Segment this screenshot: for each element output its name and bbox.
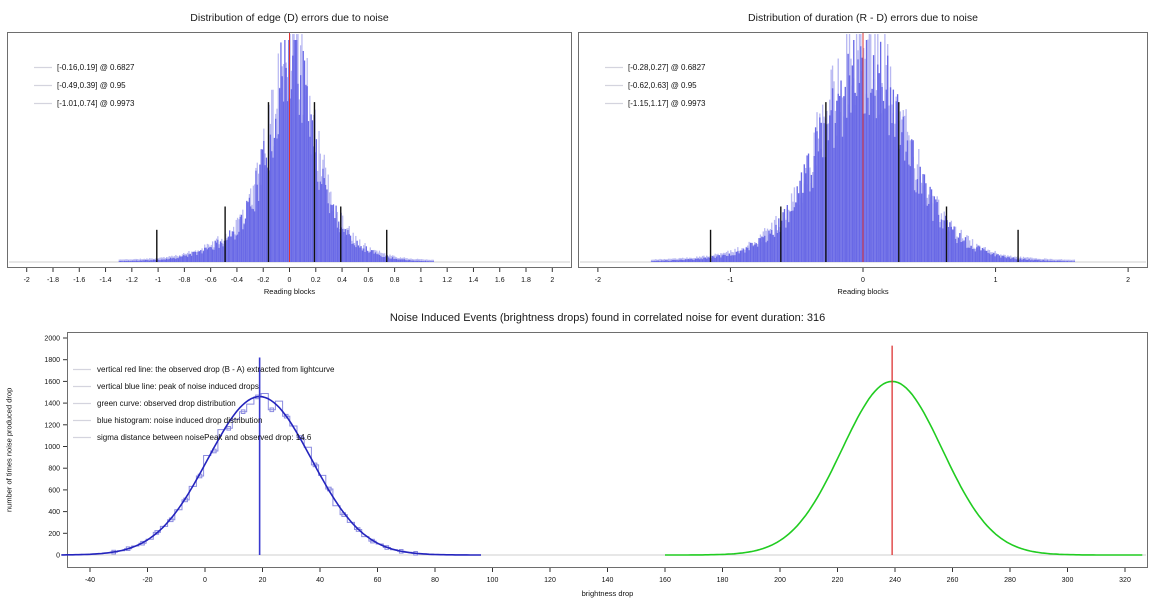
noise-events-xlabel: brightness drop bbox=[581, 589, 634, 598]
duration-errors-title: Distribution of duration (R - D) errors … bbox=[748, 12, 978, 24]
legend: [-0.28,0.27] @ 0.6827 [-0.62,0.63] @ 0.95… bbox=[605, 63, 706, 108]
x-tick-label: 40 bbox=[316, 577, 324, 584]
x-tick-label: 60 bbox=[374, 577, 382, 584]
y-tick-label: 1000 bbox=[44, 444, 60, 451]
edge-errors-title: Distribution of edge (D) errors due to n… bbox=[190, 12, 389, 24]
x-tick-label: 260 bbox=[947, 577, 959, 584]
legend-label: [-0.49,0.39] @ 0.95 bbox=[57, 81, 126, 90]
x-tick-label: 0.6 bbox=[363, 277, 373, 284]
x-tick-label: 100 bbox=[487, 577, 499, 584]
x-axis: -2 -1 0 1 2 bbox=[595, 268, 1130, 284]
confidence-interval-lines bbox=[156, 102, 388, 262]
duration-errors-plot: [-0.28,0.27] @ 0.6827 [-0.62,0.63] @ 0.95… bbox=[578, 32, 1148, 284]
y-tick-label: 0 bbox=[56, 553, 60, 560]
legend: [-0.16,0.19] @ 0.6827 [-0.49,0.39] @ 0.95… bbox=[34, 63, 135, 108]
x-tick-label: -0.8 bbox=[178, 277, 190, 284]
y-tick-label: 600 bbox=[48, 487, 60, 494]
y-axis: 0 200 400 600 800 1000 1200 1400 1600 1800 2000 bbox=[44, 336, 67, 560]
x-tick-label: 0.2 bbox=[311, 277, 321, 284]
x-axis: -40 -20 0 20 40 60 80 100 120 140 160 180 200 220 240 2… bbox=[85, 568, 1131, 584]
x-tick-label: 1 bbox=[419, 277, 423, 284]
x-tick-label: 1.6 bbox=[495, 277, 505, 284]
x-tick-label: 240 bbox=[889, 577, 901, 584]
y-tick-label: 1400 bbox=[44, 401, 60, 408]
noise-events-plot: 0200400600800100012001400160018002000-40… bbox=[44, 332, 1148, 584]
legend-label: vertical red line: the observed drop (B … bbox=[97, 365, 335, 374]
x-tick-label: -40 bbox=[85, 577, 95, 584]
x-tick-label: -0.6 bbox=[205, 277, 217, 284]
x-tick-label: 0 bbox=[288, 277, 292, 284]
x-tick-label: 280 bbox=[1004, 577, 1016, 584]
x-tick-label: 180 bbox=[717, 577, 729, 584]
legend-label: sigma distance between noisePeak and obs… bbox=[97, 433, 312, 442]
x-tick-label: 1.4 bbox=[469, 277, 479, 284]
x-tick-label: 140 bbox=[602, 577, 614, 584]
x-tick-label: 0 bbox=[861, 277, 865, 284]
y-tick-label: 400 bbox=[48, 509, 60, 516]
noise-events-title: Noise Induced Events (brightness drops) … bbox=[389, 312, 826, 324]
noise-fit-curve bbox=[61, 395, 481, 556]
observed-drop-curve bbox=[665, 380, 1143, 556]
x-tick-label: 200 bbox=[774, 577, 786, 584]
x-tick-label: 220 bbox=[832, 577, 844, 584]
histogram-bars bbox=[650, 40, 1076, 263]
x-tick-label: 1.2 bbox=[442, 277, 452, 284]
x-tick-label: -1.2 bbox=[126, 277, 138, 284]
y-tick-label: 1200 bbox=[44, 422, 60, 429]
x-tick-label: -2 bbox=[24, 277, 30, 284]
x-tick-label: -2 bbox=[595, 277, 601, 284]
legend-label: [-1.15,1.17] @ 0.9973 bbox=[628, 99, 706, 108]
legend-label: [-0.16,0.19] @ 0.6827 bbox=[57, 63, 135, 72]
x-axis: -2 -1.8 -1.6 -1.4 -1.2 -1 -0.8 -0.6 -0.4 -0.2 0 0.2… bbox=[24, 268, 554, 284]
duration-errors-xlabel: Reading blocks bbox=[837, 287, 889, 296]
x-tick-label: -20 bbox=[142, 577, 152, 584]
x-tick-label: 120 bbox=[544, 577, 556, 584]
x-tick-label: 160 bbox=[659, 577, 671, 584]
legend-label: blue histogram: noise induced drop distr… bbox=[97, 416, 262, 425]
x-tick-label: -1.4 bbox=[100, 277, 112, 284]
legend-label: [-1.01,0.74] @ 0.9973 bbox=[57, 99, 135, 108]
x-tick-label: 2 bbox=[1126, 277, 1130, 284]
x-tick-label: 0.8 bbox=[390, 277, 400, 284]
x-tick-label: -0.2 bbox=[257, 277, 269, 284]
x-tick-label: 0 bbox=[203, 577, 207, 584]
x-tick-label: -1 bbox=[155, 277, 161, 284]
x-tick-label: 1.8 bbox=[521, 277, 531, 284]
legend-label: [-0.28,0.27] @ 0.6827 bbox=[628, 63, 706, 72]
y-tick-label: 2000 bbox=[44, 336, 60, 343]
noise-events-ylabel: number of times noise produced drop bbox=[4, 387, 14, 513]
y-tick-label: 800 bbox=[48, 466, 60, 473]
x-tick-label: 300 bbox=[1062, 577, 1074, 584]
edge-errors-xlabel: Reading blocks bbox=[263, 287, 316, 296]
x-tick-label: 20 bbox=[259, 577, 267, 584]
x-tick-label: 2 bbox=[550, 277, 554, 284]
x-tick-label: 320 bbox=[1119, 577, 1131, 584]
x-tick-label: -1.8 bbox=[47, 277, 59, 284]
edge-errors-plot: [-0.16,0.19] @ 0.6827 [-0.49,0.39] @ 0.95… bbox=[7, 32, 572, 284]
x-tick-label: -0.4 bbox=[231, 277, 243, 284]
y-tick-label: 1600 bbox=[44, 379, 60, 386]
x-tick-label: 1 bbox=[994, 277, 998, 284]
legend-label: green curve: observed drop distribution bbox=[97, 399, 236, 408]
y-tick-label: 200 bbox=[48, 531, 60, 538]
x-tick-label: 80 bbox=[431, 577, 439, 584]
x-tick-label: 0.4 bbox=[337, 277, 347, 284]
legend-label: vertical blue line: peak of noise induce… bbox=[97, 382, 259, 391]
histogram-bars bbox=[118, 40, 434, 263]
legend-label: [-0.62,0.63] @ 0.95 bbox=[628, 81, 697, 90]
y-tick-label: 1800 bbox=[44, 357, 60, 364]
confidence-interval-lines bbox=[709, 102, 1019, 262]
x-tick-label: -1 bbox=[727, 277, 733, 284]
x-tick-label: -1.6 bbox=[73, 277, 85, 284]
legend: vertical red line: the observed drop (B … bbox=[73, 365, 335, 442]
